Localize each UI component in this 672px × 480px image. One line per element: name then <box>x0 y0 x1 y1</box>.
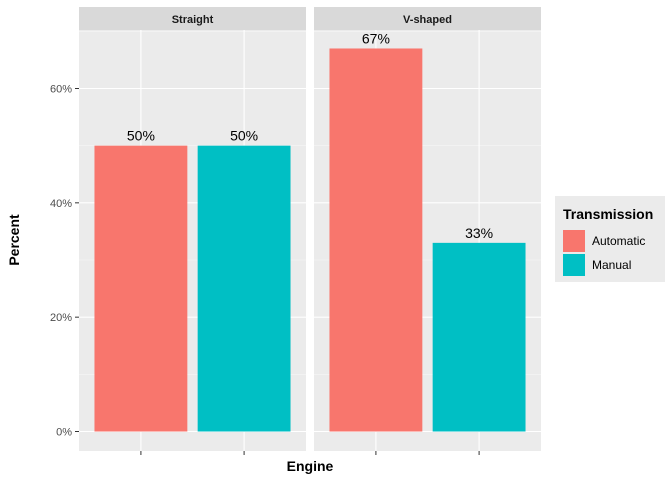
facet-panel-1: Straight 50% 50% <box>79 7 306 455</box>
bar-data-label: 33% <box>465 225 493 241</box>
bar-data-label: 50% <box>230 128 258 144</box>
legend-key-automatic <box>563 230 585 252</box>
facet-strip-label: Straight <box>172 14 214 26</box>
bar-manual <box>197 145 291 432</box>
bar-automatic <box>329 48 423 432</box>
legend-label: Manual <box>592 258 631 272</box>
bar-automatic <box>94 145 188 432</box>
legend-label: Automatic <box>592 234 645 248</box>
facet-strip <box>79 7 306 30</box>
y-axis: 0% 20% 40% 60% <box>50 84 79 439</box>
facet-panels: Straight 50% 50% V-shaped 67% 33% <box>79 7 541 455</box>
bar-manual <box>432 242 526 432</box>
y-tick-label: 40% <box>50 198 72 210</box>
y-tick-label: 60% <box>50 84 72 96</box>
legend: Transmission Automatic Manual <box>555 196 665 282</box>
facet-panel-2: V-shaped 67% 33% <box>314 7 541 455</box>
facet-strip-label: V-shaped <box>403 14 452 26</box>
legend-title: Transmission <box>563 206 653 222</box>
bar-data-label: 67% <box>362 30 390 46</box>
y-tick-label: 20% <box>50 312 72 324</box>
legend-key-manual <box>563 254 585 276</box>
facet-strip <box>314 7 541 30</box>
bar-data-label: 50% <box>127 128 155 144</box>
x-axis-title: Engine <box>287 458 334 474</box>
y-axis-title: Percent <box>6 214 22 266</box>
y-tick-label: 0% <box>56 427 72 439</box>
